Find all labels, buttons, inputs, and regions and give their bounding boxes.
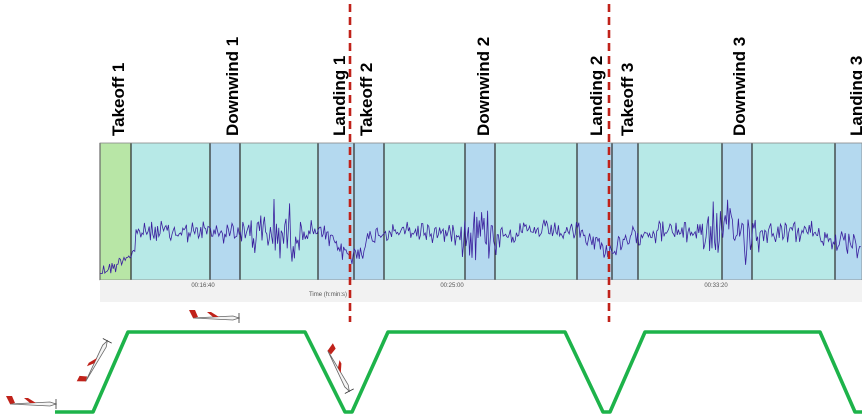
phase-label-landing: Landing 2 bbox=[587, 56, 606, 136]
phase-band bbox=[210, 143, 240, 280]
phase-band bbox=[465, 143, 495, 280]
phase-band bbox=[131, 143, 210, 280]
signal-trace bbox=[99, 198, 861, 275]
aircraft-descending-icon bbox=[327, 343, 354, 394]
phase-band bbox=[100, 143, 131, 280]
phase-band bbox=[638, 143, 722, 280]
phase-label-downwind: Downwind 1 bbox=[223, 37, 242, 136]
flight-profile-line bbox=[55, 330, 862, 414]
phase-label-takeoff: Takeoff 3 bbox=[618, 63, 637, 136]
phase-band bbox=[354, 143, 384, 280]
aircraft-climbing-icon bbox=[76, 338, 112, 382]
aircraft-icons bbox=[6, 310, 354, 409]
phase-label-downwind: Downwind 3 bbox=[730, 37, 749, 136]
tail bbox=[327, 343, 336, 355]
flight-profile bbox=[55, 330, 862, 414]
x-axis-label: Time (h:min:s) bbox=[309, 292, 347, 298]
time-axis: 00:16:40 00:25:00 00:33:20 Time (h:min:s… bbox=[191, 283, 728, 298]
wing bbox=[337, 360, 342, 374]
phase-band bbox=[752, 143, 835, 280]
wing bbox=[207, 312, 219, 317]
wing bbox=[86, 357, 97, 367]
phase-band bbox=[612, 143, 638, 280]
signal-line bbox=[99, 198, 861, 275]
aircraft-cruising-icon bbox=[189, 310, 241, 323]
phase-label-takeoff: Takeoff 1 bbox=[109, 63, 128, 136]
phase-labels: Takeoff 1 Downwind 1 Landing 1 Takeoff 2 Dow… bbox=[109, 37, 862, 136]
wing bbox=[24, 398, 36, 403]
phase-band bbox=[240, 143, 318, 280]
phase-band bbox=[495, 143, 577, 280]
aircraft-on-ground-icon bbox=[6, 396, 58, 409]
phase-band bbox=[722, 143, 752, 280]
propeller bbox=[102, 338, 112, 344]
axis-strip bbox=[100, 280, 862, 302]
tail bbox=[6, 396, 15, 404]
flight-separators bbox=[348, 4, 611, 322]
propeller bbox=[344, 388, 354, 394]
phase-bands bbox=[99, 142, 862, 302]
fuselage bbox=[327, 350, 350, 393]
phase-label-downwind: Downwind 2 bbox=[474, 37, 493, 136]
phase-label-landing: Landing 1 bbox=[330, 56, 349, 136]
phase-band bbox=[577, 143, 612, 280]
x-tick-label: 00:16:40 bbox=[191, 283, 215, 289]
phase-label-landing: Landing 3 bbox=[847, 56, 862, 136]
x-tick-label: 00:25:00 bbox=[440, 283, 464, 289]
x-tick-label: 00:33:20 bbox=[704, 283, 728, 289]
fuselage bbox=[85, 339, 108, 382]
tail bbox=[189, 310, 198, 318]
phase-band bbox=[835, 143, 862, 280]
phase-band bbox=[318, 143, 354, 280]
phase-band bbox=[384, 143, 465, 280]
phase-label-takeoff: Takeoff 2 bbox=[357, 63, 376, 136]
tail bbox=[76, 375, 88, 382]
